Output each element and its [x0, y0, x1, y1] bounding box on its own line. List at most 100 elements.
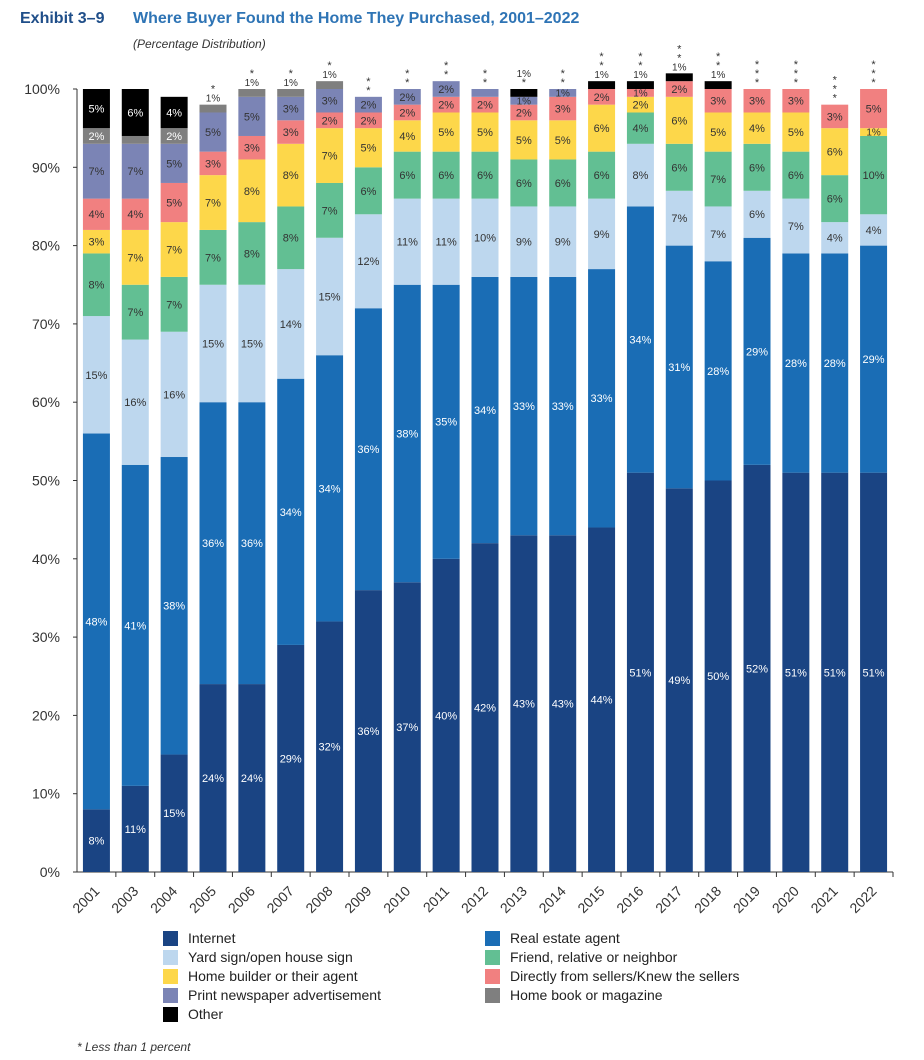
bar-annotation: *: [716, 60, 721, 72]
data-label: 3%: [244, 143, 260, 155]
bar-segment: [432, 558, 460, 872]
data-label: 6%: [671, 162, 687, 174]
data-label: 5%: [244, 111, 260, 123]
data-label: 6%: [516, 178, 532, 190]
data-label: 7%: [205, 197, 221, 209]
data-label: 7%: [127, 166, 143, 178]
bar-annotation: *: [677, 52, 682, 64]
data-label: 5%: [166, 197, 182, 209]
data-label: 38%: [163, 601, 185, 613]
bar-segment: [704, 89, 732, 113]
data-label: 3%: [205, 158, 221, 170]
footnote: * Less than 1 percent: [77, 1040, 191, 1054]
bar-segment: [821, 472, 849, 872]
data-label: 3%: [283, 104, 299, 116]
bar-segment: [82, 143, 110, 199]
data-label: 24%: [241, 773, 263, 785]
bar-segment: [626, 206, 654, 473]
bar-segment: [432, 81, 460, 97]
data-label: 36%: [202, 538, 224, 550]
bar-annotation: *: [755, 68, 760, 80]
bar-segment: [549, 535, 577, 872]
legend-label: Internet: [188, 930, 236, 946]
x-tick-label: 2014: [535, 883, 568, 916]
x-tick-label: 2010: [380, 883, 413, 916]
bar-segment: [860, 89, 888, 129]
bar-segment: [316, 355, 344, 622]
data-label: 6%: [827, 194, 843, 206]
data-label: 14%: [280, 319, 302, 331]
data-label: 6%: [749, 209, 765, 221]
bar-segment: [277, 89, 305, 97]
data-label: 2%: [166, 131, 182, 143]
data-label: 12%: [357, 256, 379, 268]
data-label: 6%: [788, 170, 804, 182]
legend-item-home-book: Home book or magazine: [485, 987, 663, 1003]
bar-segment: [316, 81, 344, 89]
data-label: 1%: [555, 89, 570, 100]
bar-segment: [393, 89, 421, 105]
data-label: 37%: [396, 722, 418, 734]
bar-segment: [199, 151, 227, 176]
x-tick-label: 2015: [574, 883, 607, 916]
bar-annotation: *: [755, 59, 760, 71]
data-label: 2%: [477, 100, 493, 112]
bar-segment: [354, 96, 382, 113]
bar-segment: [199, 402, 227, 685]
data-label: 1%: [517, 96, 532, 107]
bar-segment: [393, 198, 421, 285]
x-tick-label: 2008: [302, 883, 335, 916]
bar-segment: [626, 143, 654, 207]
bar-segment: [588, 81, 616, 89]
x-tick-label: 2001: [69, 883, 102, 916]
bar-segment: [354, 112, 382, 129]
legend-label: Home book or magazine: [510, 987, 663, 1003]
data-label: 29%: [863, 354, 885, 366]
data-label: 11%: [436, 237, 457, 249]
legend-swatch: [163, 949, 178, 965]
bar-segment: [860, 472, 888, 872]
y-tick-label: 80%: [32, 238, 60, 254]
legend-item-internet: Internet: [163, 930, 235, 946]
bar-segment: [199, 112, 227, 152]
legend-item-friend: Friend, relative or neighbor: [485, 949, 677, 965]
bar-annotation: 1%: [283, 78, 298, 89]
data-label: 36%: [241, 538, 263, 550]
data-label: 2%: [632, 100, 648, 112]
data-label: 3%: [322, 96, 338, 108]
bar-segment: [277, 120, 305, 144]
data-label: 4%: [127, 209, 143, 221]
data-label: 51%: [863, 667, 885, 679]
data-label: 11%: [125, 824, 146, 836]
bar-annotation: *: [599, 51, 604, 63]
data-label: 5%: [205, 127, 221, 139]
bar-segment: [821, 128, 849, 176]
legend-swatch: [485, 930, 500, 946]
bar-segment: [510, 120, 538, 160]
bar-segment: [743, 89, 771, 113]
y-tick-label: 60%: [32, 394, 60, 410]
data-label: 8%: [88, 280, 104, 292]
bar-segment: [665, 143, 693, 191]
data-label: 50%: [707, 671, 729, 683]
bar-annotation: *: [366, 76, 371, 88]
bar-segment: [199, 684, 227, 872]
legend-item-other: Other: [163, 1006, 223, 1022]
bar-annotation: *: [794, 68, 799, 80]
bar-segment: [588, 151, 616, 199]
legend-item-real-estate-agent: Real estate agent: [485, 930, 620, 946]
bar-segment: [121, 785, 149, 872]
bar-segment: [199, 284, 227, 403]
bar-annotation: *: [599, 60, 604, 72]
bar-segment: [782, 472, 810, 872]
bar-segment: [277, 378, 305, 645]
bar-segment: [199, 104, 227, 113]
data-label: 6%: [438, 170, 454, 182]
data-label: 2%: [671, 84, 687, 96]
x-tick-label: 2020: [769, 883, 802, 916]
data-label: 6%: [594, 170, 610, 182]
bar-annotation: *: [755, 77, 760, 89]
data-label: 7%: [322, 205, 338, 217]
bar-segment: [238, 96, 266, 136]
data-label: 3%: [88, 237, 104, 249]
